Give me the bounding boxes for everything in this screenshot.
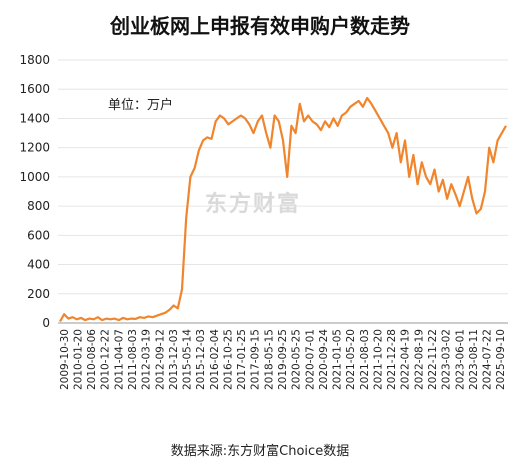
x-tick-label: 2012-03-19	[141, 329, 153, 390]
x-tick-label: 2021-10-20	[372, 329, 384, 390]
y-tick-label: 600	[27, 228, 50, 242]
x-tick-label: 2021-01-05	[332, 329, 344, 390]
x-tick-label: 2020-07-01	[304, 329, 316, 390]
x-tick-label: 2023-08-11	[468, 329, 480, 390]
x-tick-label: 2012-09-12	[154, 329, 166, 390]
x-tick-label: 2021-12-28	[386, 329, 398, 390]
x-tick-label: 2015-12-03	[195, 329, 207, 390]
y-tick-label: 400	[27, 258, 50, 272]
y-tick-label: 1400	[19, 111, 50, 125]
y-tick-label: 1800	[19, 53, 50, 67]
y-axis: 0 200 400 600 800 1000 1200 1400 1600 1800	[19, 53, 50, 330]
y-tick-label: 200	[27, 287, 50, 301]
x-axis: 2009-10-30 2010-01-20 2010-08-06 2010-12-22…	[59, 329, 507, 390]
x-tick-label: 2019-09-25	[277, 329, 289, 390]
x-tick-label: 2020-05-25	[291, 329, 303, 390]
source-note: 数据来源:东方财富Choice数据	[170, 444, 350, 459]
y-tick-label: 1600	[19, 82, 50, 96]
plot-area	[59, 96, 507, 323]
x-tick-label: 2020-09-24	[318, 329, 330, 390]
x-tick-label: 2021-08-03	[359, 329, 371, 390]
x-tick-label: 2013-12-03	[168, 329, 180, 390]
y-tick-label: 1000	[19, 170, 50, 184]
x-tick-label: 2017-01-25	[236, 329, 248, 390]
unit-label: 单位：万户	[108, 98, 174, 113]
watermark: 东方财富	[205, 192, 302, 217]
x-tick-label: 2010-08-06	[86, 329, 98, 390]
x-tick-label: 2010-01-20	[72, 329, 84, 390]
x-tick-label: 2022-04-19	[400, 329, 412, 390]
x-tick-label: 2009-10-30	[59, 329, 71, 390]
y-tick-label: 0	[42, 316, 50, 330]
x-tick-label: 2011-08-03	[127, 329, 139, 390]
y-tick-label: 800	[27, 199, 50, 213]
chart-grid	[58, 59, 508, 324]
x-tick-label: 2010-12-22	[100, 329, 112, 390]
y-tick-label: 1200	[19, 141, 50, 155]
x-tick-label: 2025-09-10	[495, 329, 507, 390]
x-tick-label: 2018-05-15	[263, 329, 275, 390]
x-tick-label: 2015-05-14	[182, 329, 194, 390]
x-tick-label: 2023-03-02	[441, 329, 453, 390]
x-tick-label: 2017-09-15	[250, 329, 262, 390]
x-tick-label: 2016-10-25	[222, 329, 234, 390]
x-tick-label: 2021-05-20	[345, 329, 357, 390]
series-line-0	[59, 96, 507, 323]
x-tick-label: 2016-02-04	[209, 329, 221, 390]
x-tick-label: 2024-07-22	[482, 329, 494, 390]
x-tick-label: 2011-04-07	[113, 329, 125, 390]
x-tick-label: 2022-11-22	[427, 329, 439, 390]
chart-title: 创业板网上申报有效申购户数走势	[110, 14, 410, 38]
x-tick-label: 2022-08-19	[413, 329, 425, 390]
x-tick-label: 2023-06-01	[454, 329, 466, 390]
